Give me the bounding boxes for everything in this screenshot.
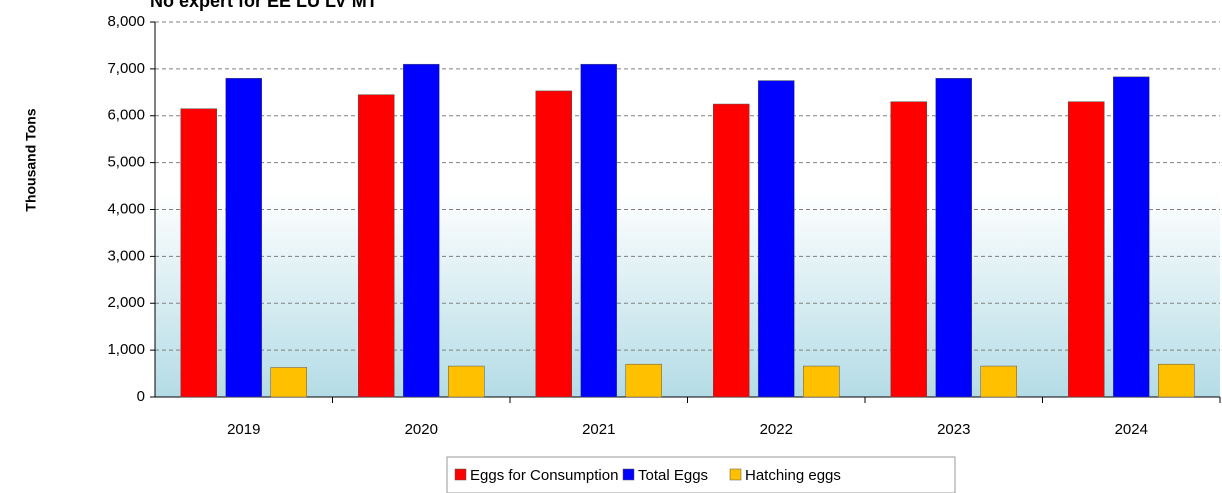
bar — [535, 90, 572, 398]
x-tick-label: 2024 — [1115, 421, 1148, 438]
y-tick-label: 8,000 — [107, 13, 145, 30]
y-tick-label: 7,000 — [107, 60, 145, 77]
legend — [446, 456, 956, 493]
bar — [358, 94, 395, 398]
bar — [270, 367, 307, 398]
y-tick-label: 3,000 — [107, 247, 145, 264]
y-tick-label: 1,000 — [107, 341, 145, 358]
x-tick-label: 2022 — [760, 421, 793, 438]
bar — [1113, 76, 1150, 398]
legend-label: Eggs for Consumption — [470, 467, 618, 484]
y-axis-label: Thousand Tons — [23, 108, 39, 211]
legend-swatch — [729, 468, 742, 481]
bar — [1158, 363, 1195, 398]
chart-title: No expert for EE LU LV MT — [150, 0, 378, 11]
bar — [225, 78, 262, 398]
bar — [180, 108, 217, 398]
bar — [935, 78, 972, 398]
bar — [980, 365, 1017, 398]
legend-swatch — [454, 468, 467, 481]
bar — [713, 103, 750, 398]
bar — [803, 365, 840, 398]
bar — [580, 63, 617, 398]
legend-label: Hatching eggs — [745, 467, 841, 484]
legend-swatch — [622, 468, 635, 481]
bar — [758, 80, 795, 398]
x-tick-label: 2023 — [937, 421, 970, 438]
x-tick-label: 2019 — [227, 421, 260, 438]
y-tick-label: 6,000 — [107, 107, 145, 124]
y-tick-label: 5,000 — [107, 154, 145, 171]
bar — [448, 365, 485, 398]
bar — [403, 63, 440, 398]
y-tick-label: 4,000 — [107, 200, 145, 217]
y-tick-label: 2,000 — [107, 294, 145, 311]
x-tick-label: 2020 — [405, 421, 438, 438]
legend-label: Total Eggs — [638, 467, 708, 484]
y-tick-label: 0 — [137, 388, 145, 405]
x-tick-label: 2021 — [582, 421, 615, 438]
bar — [890, 101, 927, 398]
bar — [625, 363, 662, 398]
bar — [1068, 101, 1105, 398]
